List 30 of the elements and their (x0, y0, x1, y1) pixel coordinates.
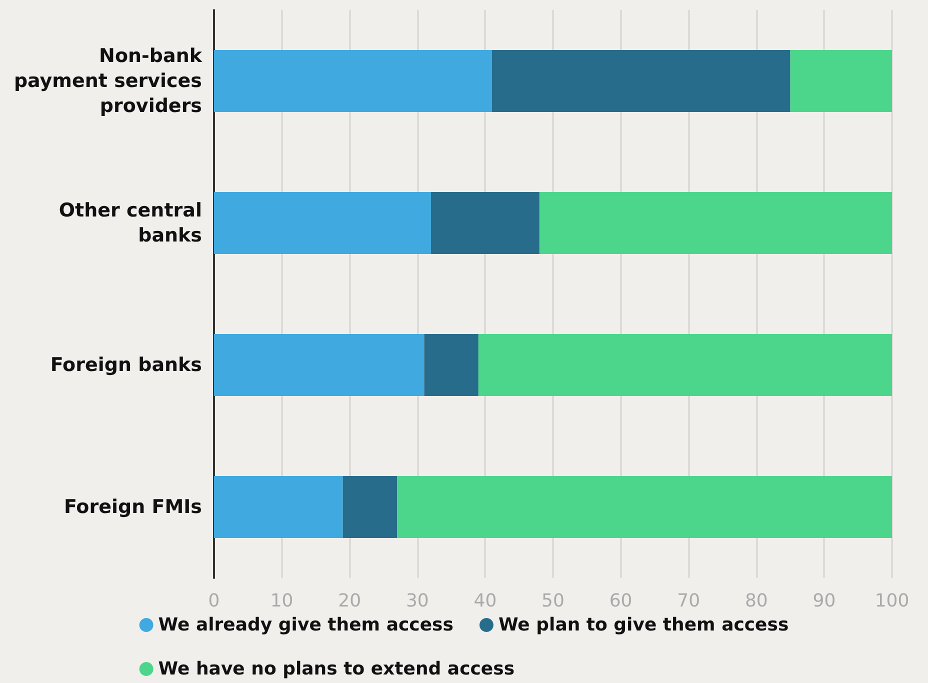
x-tick-label: 10 (270, 590, 294, 612)
x-tick-label: 100 (874, 590, 910, 612)
bar (430, 192, 540, 254)
x-tick-label: 40 (474, 590, 497, 612)
bar (214, 192, 431, 254)
bar (478, 334, 892, 396)
x-tick-label: 60 (609, 590, 632, 612)
x-tick-label: 70 (677, 590, 700, 612)
bar (397, 476, 892, 538)
x-tick-label: 80 (744, 590, 768, 612)
legend-label: We already give them access (158, 614, 454, 636)
bar (492, 50, 790, 112)
y-tick-label: Foreign banks (50, 354, 202, 376)
bar (214, 50, 492, 112)
legend-label: We have no plans to extend access (158, 658, 515, 680)
bar (342, 476, 398, 538)
x-tick-label: 30 (406, 590, 429, 612)
bar (214, 476, 343, 538)
bar (539, 192, 892, 254)
y-tick-label: Foreign FMIs (64, 496, 202, 518)
x-tick-label: 90 (812, 590, 836, 612)
y-tick-label: Non-bank payment services providers (14, 45, 202, 117)
bar (424, 334, 478, 396)
bar (790, 50, 892, 112)
legend-label: We plan to give them access (498, 614, 789, 636)
y-tick-label: Other central banks (58, 200, 202, 246)
x-tick-label: 0 (208, 590, 220, 612)
x-tick-label: 50 (542, 590, 564, 612)
bar (214, 334, 424, 396)
x-tick-label: 20 (338, 590, 362, 612)
